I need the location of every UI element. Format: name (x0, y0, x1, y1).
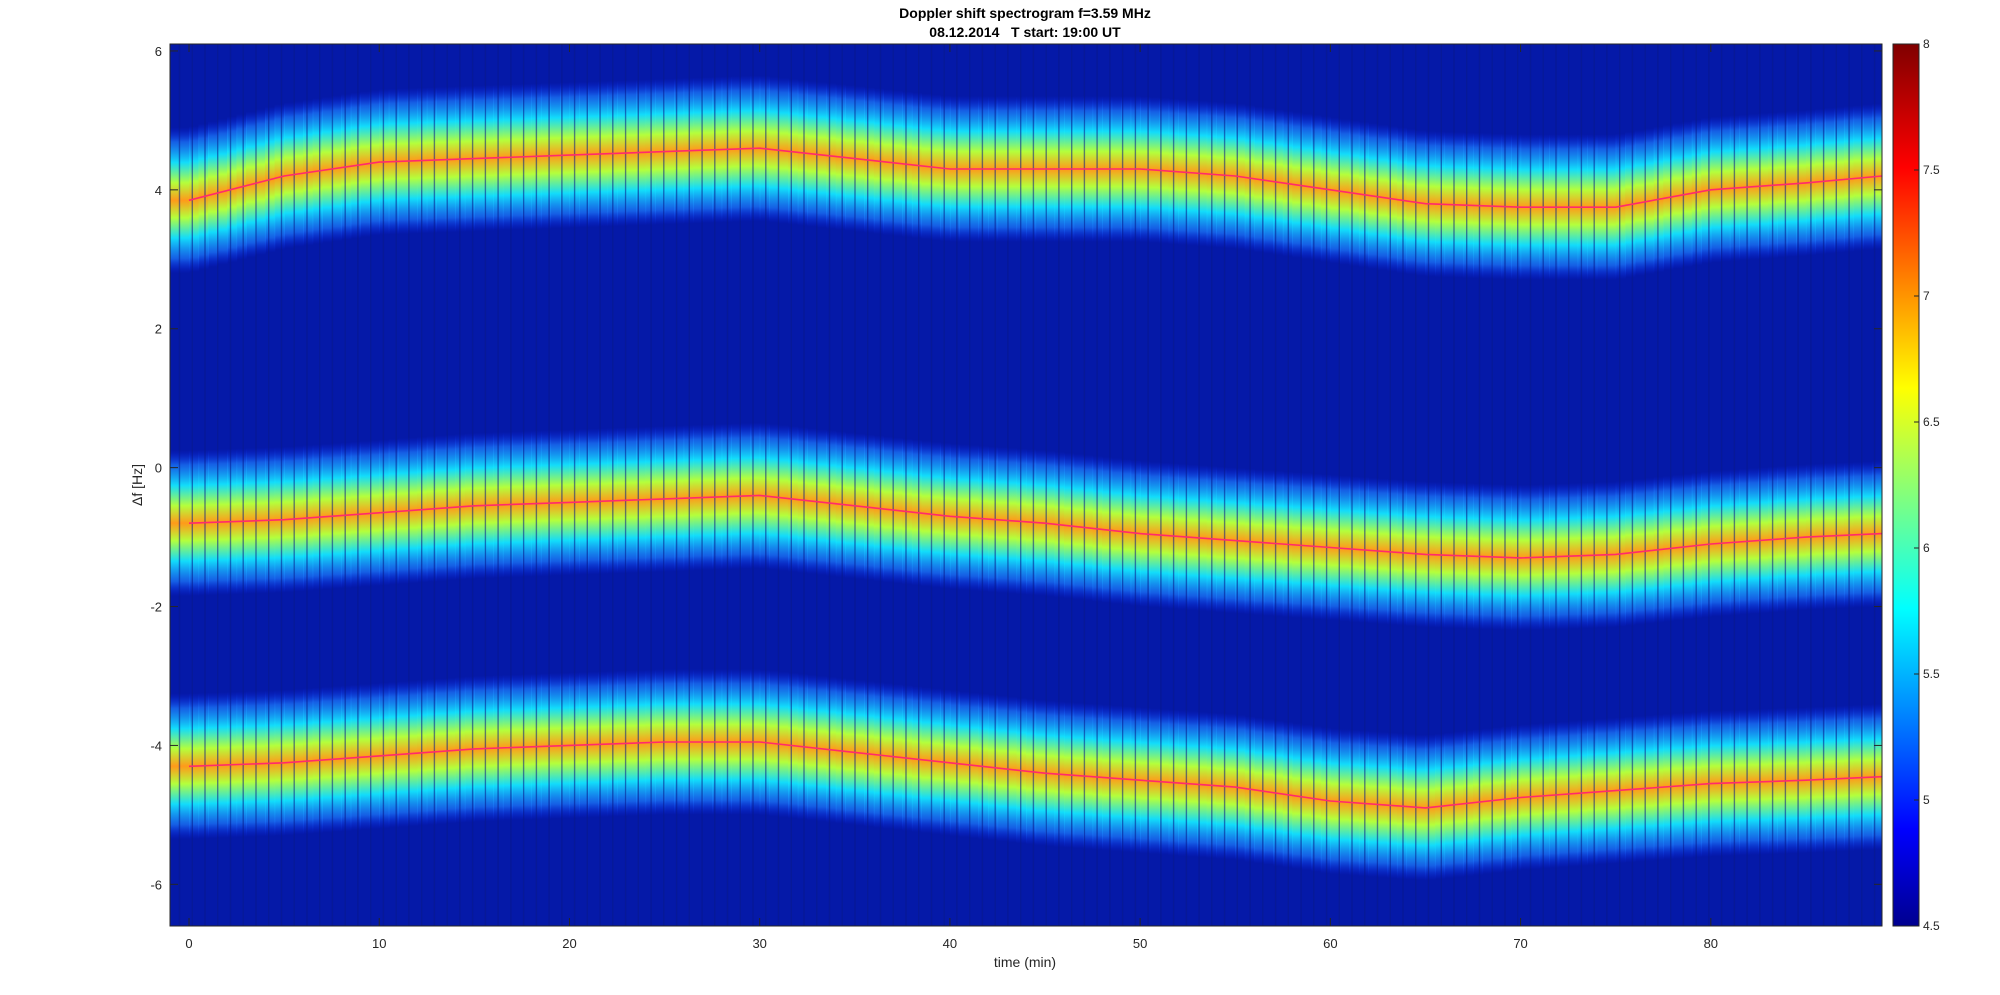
colorbar-tick-label: 6 (1923, 541, 1930, 555)
colorbar-ticks: 4.5 5 5.5 6 6.5 7 7.5 8 (1914, 37, 1940, 933)
x-axis-ticks: 0 10 20 30 40 50 60 70 80 (185, 44, 1718, 951)
x-tick-label: 30 (752, 936, 766, 951)
colorbar-gradient (1892, 43, 1920, 927)
colorbar-tick-label: 4.5 (1923, 919, 1940, 933)
colorbar-tick-label: 7.5 (1923, 163, 1940, 177)
band-segment (170, 450, 181, 597)
y-axis-ticks: -6 -4 -2 0 2 4 6 (150, 44, 1882, 892)
x-tick-label: 40 (943, 936, 957, 951)
x-tick-label: 20 (562, 936, 576, 951)
colorbar-tick-label: 8 (1923, 37, 1930, 51)
band-segment (179, 693, 190, 840)
x-axis-label: time (min) (994, 954, 1056, 970)
y-tick-label: 4 (155, 183, 162, 198)
x-tick-label: 60 (1323, 936, 1337, 951)
series-trace-line (188, 147, 1882, 208)
band-segment (170, 693, 181, 840)
y-tick-label: -4 (150, 738, 162, 753)
series-trace-line (188, 741, 1882, 809)
y-axis-label: Δf [Hz] (129, 464, 145, 506)
band-segment (170, 127, 181, 274)
colorbar-tick-label: 5.5 (1923, 667, 1940, 681)
y-tick-label: -2 (150, 600, 162, 615)
colorbar-tick-label: 7 (1923, 289, 1930, 303)
colorbar-tick-label: 6.5 (1923, 415, 1940, 429)
colorbar: 4.5 5 5.5 6 6.5 7 7.5 8 (1892, 37, 1940, 933)
colorbar-tick-label: 5 (1923, 793, 1930, 807)
x-tick-label: 10 (372, 936, 386, 951)
y-tick-label: 6 (155, 44, 162, 59)
plot-frame (169, 43, 1883, 927)
doppler-trace-lines (188, 147, 1882, 809)
chart-subtitle: 08.12.2014 T start: 19:00 UT (929, 24, 1121, 40)
series-trace-line (188, 494, 1882, 559)
band-segment (179, 127, 190, 274)
vertical-stripes (178, 44, 1876, 926)
band-segment (179, 450, 190, 597)
chart-title: Doppler shift spectrogram f=3.59 MHz (899, 5, 1151, 21)
y-tick-label: 0 (155, 461, 162, 476)
x-tick-label: 0 (185, 936, 192, 951)
x-tick-label: 80 (1704, 936, 1718, 951)
plot-area (169, 43, 1883, 927)
y-tick-label: -6 (150, 877, 162, 892)
y-tick-label: 2 (155, 322, 162, 337)
x-tick-label: 70 (1513, 936, 1527, 951)
x-tick-label: 50 (1133, 936, 1147, 951)
